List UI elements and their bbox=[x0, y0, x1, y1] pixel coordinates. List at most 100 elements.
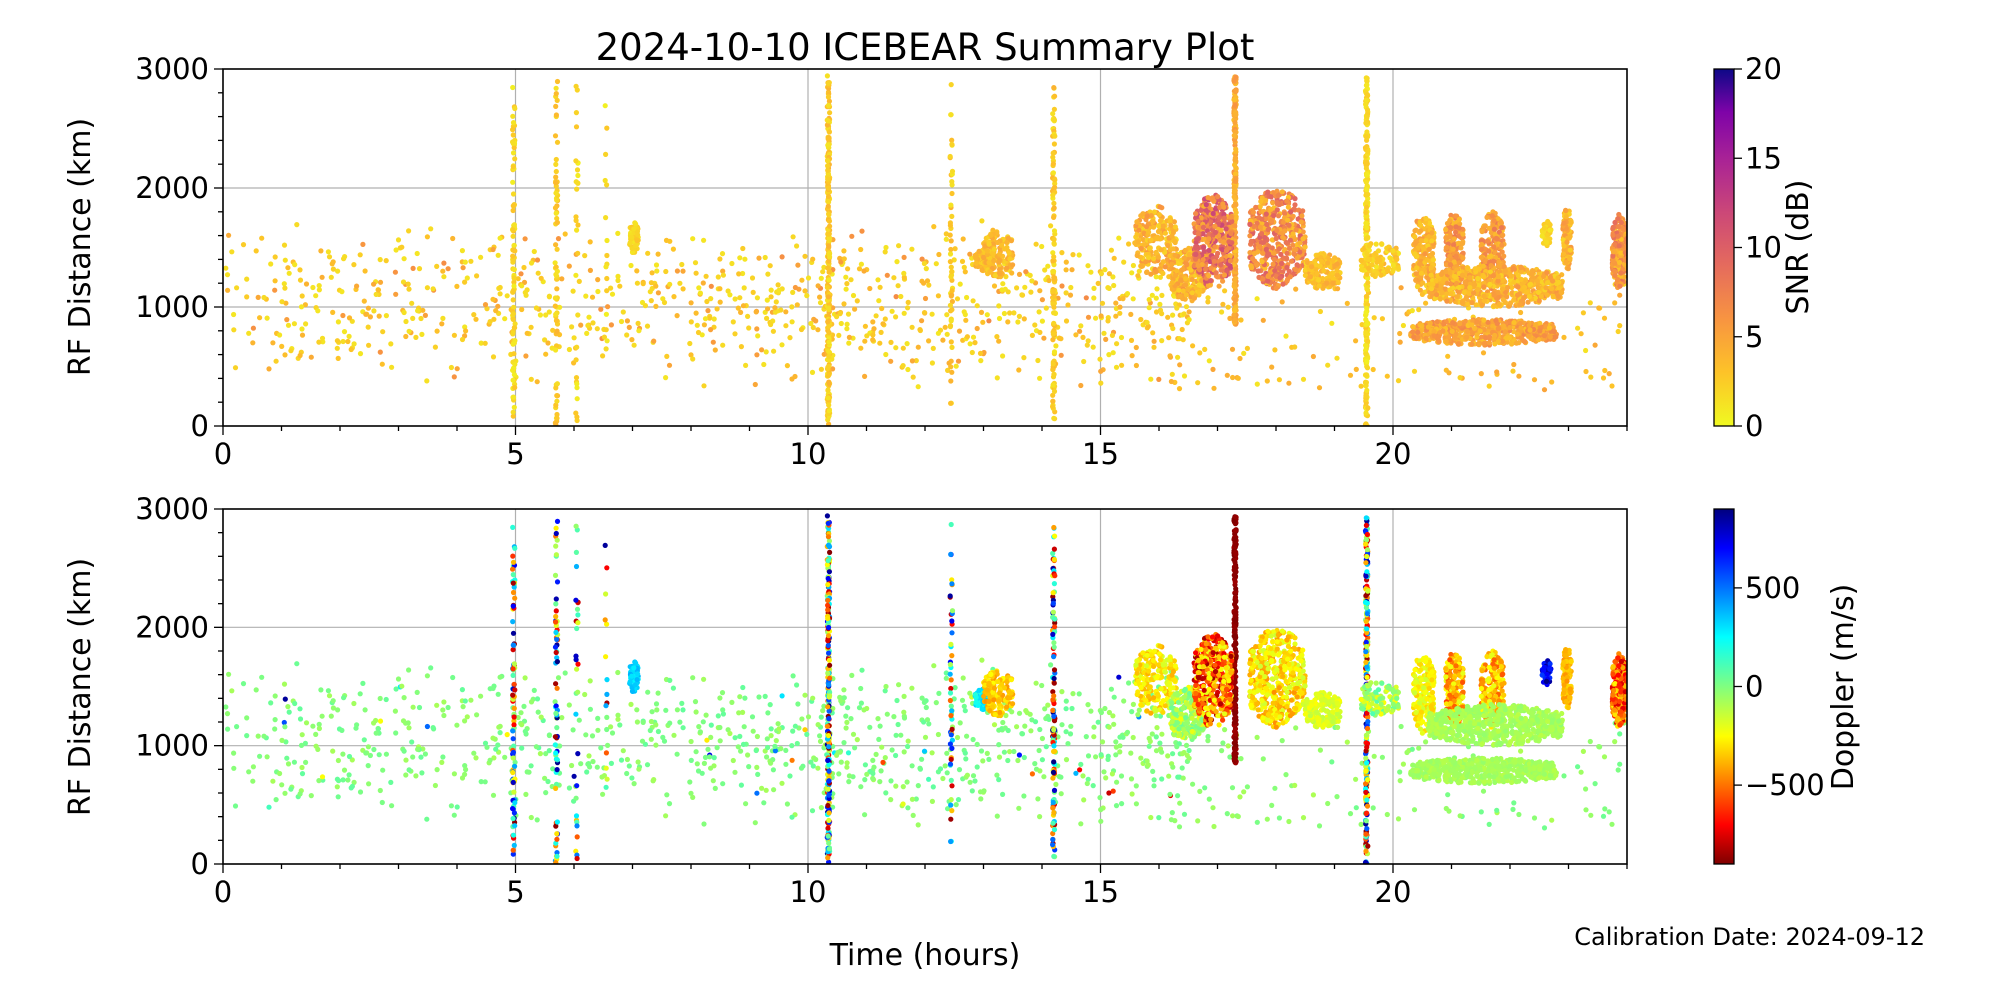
snr-point bbox=[876, 298, 882, 304]
snr-point bbox=[948, 274, 954, 280]
snr-point bbox=[1264, 378, 1270, 384]
snr-point bbox=[1178, 277, 1184, 283]
snr-point bbox=[1014, 285, 1020, 291]
snr-point bbox=[752, 381, 758, 388]
snr-point bbox=[1050, 398, 1056, 404]
snr-point bbox=[1003, 274, 1009, 280]
snr-point bbox=[1265, 227, 1271, 233]
snr-point bbox=[316, 339, 322, 345]
snr-point bbox=[858, 345, 864, 351]
snr-point bbox=[1050, 337, 1056, 343]
snr-point bbox=[1334, 272, 1340, 278]
snr-point bbox=[1196, 282, 1202, 288]
snr-point bbox=[573, 110, 580, 116]
snr-point bbox=[1444, 244, 1450, 250]
snr-point bbox=[1516, 373, 1522, 379]
snr-point bbox=[519, 283, 525, 289]
snr-point bbox=[1130, 262, 1136, 269]
snr-point bbox=[1052, 133, 1058, 139]
snr-point bbox=[454, 366, 460, 372]
snr-point bbox=[1051, 236, 1057, 242]
snr-point bbox=[1109, 332, 1115, 338]
snr-point bbox=[1232, 297, 1238, 303]
snr-point bbox=[826, 193, 832, 199]
snr-point bbox=[1373, 241, 1379, 247]
snr-point bbox=[418, 315, 424, 322]
snr-point bbox=[1158, 247, 1164, 253]
snr-point bbox=[1430, 257, 1436, 263]
snr-point bbox=[980, 319, 986, 325]
snr-point bbox=[1029, 278, 1035, 284]
snr-point bbox=[524, 330, 530, 336]
snr-point bbox=[553, 112, 560, 118]
snr-point bbox=[1159, 338, 1165, 344]
snr-point bbox=[627, 240, 633, 246]
snr-point bbox=[1257, 204, 1263, 210]
snr-point bbox=[574, 381, 580, 387]
snr-point bbox=[648, 298, 654, 304]
snr-point bbox=[357, 351, 364, 357]
snr-point bbox=[862, 373, 868, 379]
snr-point bbox=[573, 272, 579, 278]
snr-point bbox=[936, 251, 942, 258]
snr-point bbox=[1051, 320, 1057, 326]
snr-point bbox=[497, 291, 503, 297]
snr-point bbox=[1063, 259, 1069, 265]
snr-point bbox=[1009, 270, 1015, 276]
snr-point bbox=[964, 334, 971, 340]
snr-point bbox=[963, 317, 969, 323]
snr-point bbox=[1363, 133, 1369, 140]
snr-point bbox=[308, 354, 314, 360]
snr-point bbox=[883, 244, 889, 251]
snr-point bbox=[1412, 240, 1418, 246]
snr-point bbox=[1451, 242, 1457, 248]
snr-point bbox=[1169, 371, 1175, 377]
snr-point bbox=[875, 277, 881, 283]
snr-point bbox=[1255, 249, 1261, 255]
snr-point bbox=[573, 357, 579, 363]
snr-point bbox=[1274, 227, 1280, 234]
snr-point bbox=[297, 267, 303, 273]
snr-point bbox=[1113, 313, 1119, 319]
snr-point bbox=[1232, 102, 1238, 108]
snr-point bbox=[1138, 316, 1144, 323]
snr-point bbox=[1151, 224, 1157, 230]
snr-point bbox=[1159, 292, 1165, 298]
snr-point bbox=[948, 378, 954, 384]
snr-point bbox=[882, 249, 888, 255]
snr-point bbox=[604, 338, 610, 344]
snr-point bbox=[428, 226, 434, 232]
snr-point bbox=[825, 231, 831, 237]
snr-point bbox=[542, 337, 548, 343]
snr-point bbox=[976, 248, 982, 254]
snr-point bbox=[554, 411, 560, 418]
snr-point bbox=[1232, 120, 1238, 126]
snr-point bbox=[531, 248, 537, 255]
snr-point bbox=[302, 302, 308, 308]
snr-point bbox=[909, 246, 915, 252]
snr-point bbox=[813, 318, 819, 324]
snr-point bbox=[826, 243, 832, 249]
snr-point bbox=[701, 383, 707, 389]
snr-point bbox=[653, 303, 659, 309]
snr-point bbox=[1424, 257, 1430, 263]
snr-point bbox=[1276, 377, 1282, 383]
snr-point bbox=[815, 283, 821, 289]
snr-point bbox=[595, 288, 601, 295]
snr-point bbox=[1133, 362, 1139, 369]
snr-point bbox=[413, 334, 419, 340]
snr-point bbox=[354, 283, 360, 289]
snr-point bbox=[986, 318, 992, 324]
snr-point bbox=[1136, 268, 1142, 274]
snr-point bbox=[954, 296, 961, 302]
snr-point bbox=[571, 335, 577, 341]
snr-point bbox=[1498, 225, 1505, 231]
snr-point bbox=[554, 78, 561, 85]
snr-point bbox=[648, 280, 655, 286]
snr-point bbox=[1177, 293, 1183, 299]
snr-point bbox=[825, 348, 831, 354]
snr-point bbox=[719, 251, 726, 257]
snr-point bbox=[575, 222, 581, 228]
snr-point bbox=[553, 161, 559, 167]
snr-point bbox=[1325, 362, 1331, 368]
